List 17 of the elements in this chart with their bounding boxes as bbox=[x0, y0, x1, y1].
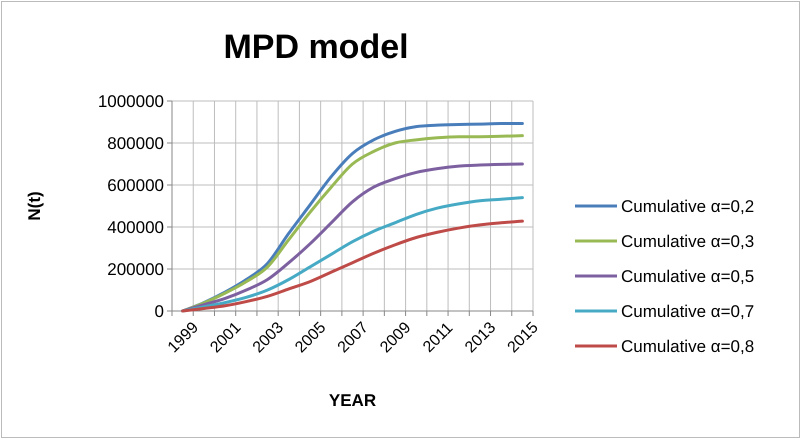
y-tick-label: 600000 bbox=[107, 176, 164, 195]
y-tick-label: 200000 bbox=[107, 260, 164, 279]
legend-label: Cumulative α=0,8 bbox=[621, 336, 754, 356]
chart-title: MPD model bbox=[223, 28, 409, 66]
legend-label: Cumulative α=0,3 bbox=[621, 232, 754, 251]
legend-label: Cumulative α=0,2 bbox=[621, 196, 754, 216]
y-tick-label: 0 bbox=[154, 302, 164, 321]
y-tick-label: 1000000 bbox=[98, 92, 164, 111]
legend-label: Cumulative α=0,7 bbox=[621, 302, 754, 321]
y-axis-title: N(t) bbox=[25, 191, 44, 221]
y-tick-label: 800000 bbox=[107, 134, 164, 153]
x-axis-title: YEAR bbox=[328, 391, 376, 410]
line-series bbox=[181, 220, 524, 312]
y-tick-label: 400000 bbox=[107, 218, 164, 237]
line-series bbox=[181, 196, 524, 312]
line-series bbox=[181, 162, 524, 312]
legend-label: Cumulative α=0,5 bbox=[621, 266, 754, 286]
